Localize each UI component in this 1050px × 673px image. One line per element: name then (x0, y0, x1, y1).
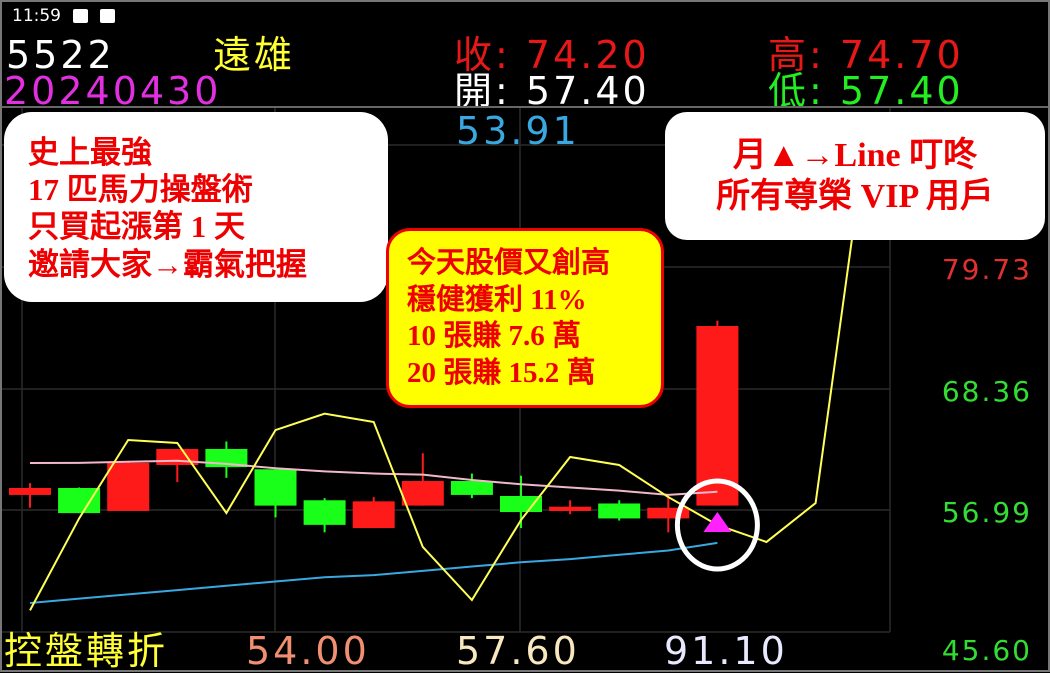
promo-right: 月▲→Line 叮咚 所有尊榮 VIP 用戶 (665, 112, 1045, 240)
candle-body (598, 503, 641, 519)
candle-body (9, 487, 51, 495)
low-label: 低: (768, 69, 825, 113)
y-tick: 56.99 (941, 496, 1032, 529)
clock: 11:59 (12, 6, 61, 26)
stock-code: 5522 (6, 33, 115, 77)
promo-line: 10 張賺 7.6 萬 (407, 320, 582, 353)
signal-triangle-icon (703, 512, 732, 532)
promo-line: 所有尊榮 VIP 用戶 (716, 177, 994, 215)
close-label: 收: (454, 33, 511, 77)
high-value: 74.70 (839, 33, 964, 77)
promo-line: 穩健獲利 11% (407, 283, 587, 316)
candle-body (696, 326, 739, 506)
promo-center: 今天股價又創高 穩健獲利 11% 10 張賺 7.6 萬 20 張賺 15.2 … (386, 228, 664, 408)
candle-body (549, 506, 592, 511)
indicator-label: 控盤轉折 (4, 629, 169, 673)
candle-body (254, 469, 297, 506)
candle-body (352, 501, 395, 529)
image-icon (73, 9, 88, 23)
open-value: 57.40 (525, 69, 650, 113)
y-tick: 45.60 (941, 634, 1032, 667)
close-value: 74.20 (525, 33, 650, 77)
promo-line: 20 張賺 15.2 萬 (407, 356, 596, 389)
promo-line: 17 匹馬力操盤術 (28, 172, 253, 208)
date: 20240430 (4, 69, 222, 113)
indicator-value-2: 57.60 (456, 629, 580, 673)
promo-line: 今天股價又創高 (407, 247, 611, 279)
indicator-value-1: 54.00 (246, 629, 370, 673)
ma-short-line (29, 459, 718, 496)
ma-long-line (29, 541, 718, 604)
ma-long-value: 53.91 (456, 109, 580, 153)
candle-body (401, 481, 444, 506)
promo-left: 史上最強 17 匹馬力操盤術 只買起漲第 1 天 邀請大家→霸氣把握 (4, 112, 388, 302)
y-tick: 68.36 (941, 375, 1032, 408)
promo-line: 史上最強 (28, 135, 152, 170)
candle-body (450, 481, 493, 495)
promo-line: 月▲→Line 叮咚 (732, 137, 978, 174)
y-tick: 79.73 (941, 253, 1032, 286)
candle-body (107, 462, 150, 511)
candle-body (58, 487, 101, 514)
indicator-value-3: 91.10 (664, 629, 788, 673)
status-bar: 11:59 (12, 6, 115, 26)
promo-line: 只買起漲第 1 天 (28, 209, 245, 245)
highlight-circle (674, 478, 760, 572)
promo-line: 邀請大家→霸氣把握 (28, 246, 307, 282)
stock-name: 遠雄 (213, 33, 296, 77)
open-label: 開: (454, 69, 511, 113)
font-icon (100, 9, 115, 23)
candle-body (647, 507, 690, 519)
candle-body (303, 500, 346, 525)
low-value: 57.40 (839, 69, 964, 113)
high-label: 高: (768, 33, 825, 77)
candle-body (500, 495, 542, 513)
divider (0, 106, 1050, 108)
